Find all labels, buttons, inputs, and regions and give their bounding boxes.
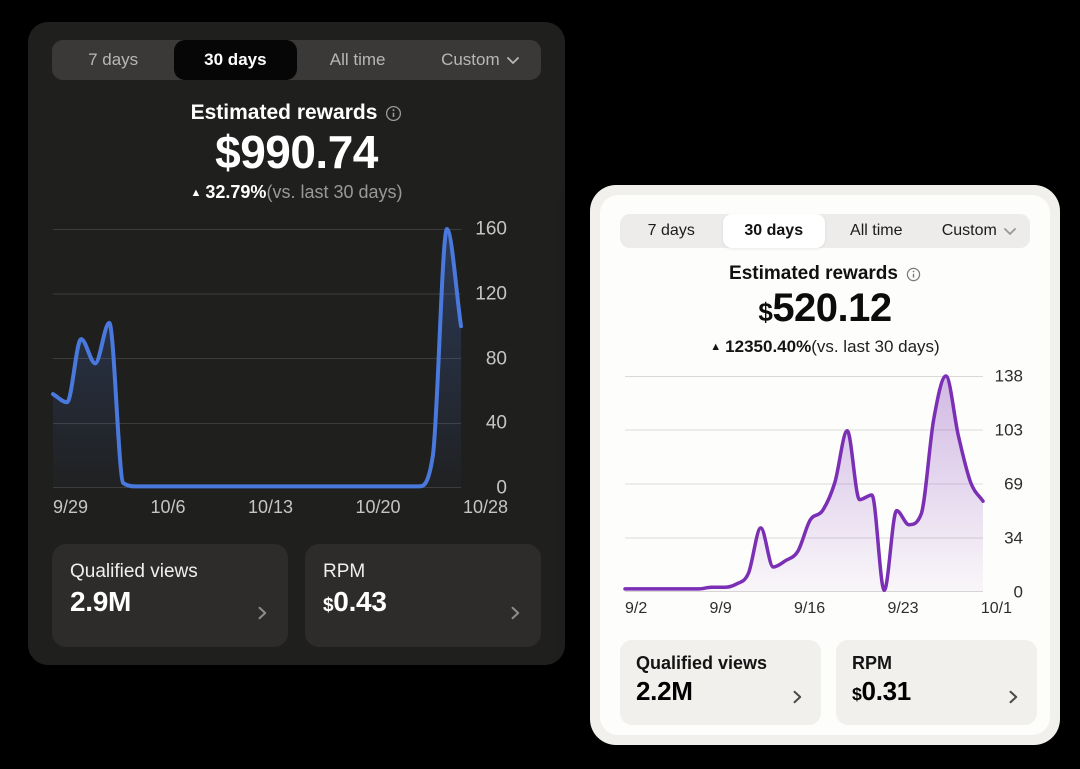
x-tick-label: 9/16 [794, 600, 826, 617]
estimated-rewards-amount: $520.12 [600, 286, 1050, 334]
x-tick-label: 9/2 [625, 600, 648, 617]
chevron-down-icon [506, 56, 519, 64]
tab-7-days[interactable]: 7 days [88, 50, 139, 69]
delta-up-icon: ▲ [190, 187, 202, 199]
chart-plot-area [51, 227, 463, 489]
y-tick-label: 120 [475, 283, 507, 305]
x-tick-label: 9/29 [53, 497, 89, 517]
tab-30-days[interactable]: 30 days [174, 40, 297, 80]
rpm-card[interactable]: RPM $0.43 [305, 544, 541, 647]
tab-custom-label: Custom [441, 50, 500, 69]
stat-value: 2.9M [70, 586, 132, 617]
info-icon[interactable] [906, 267, 921, 282]
x-axis-labels: 9/2 9/9 9/16 9/23 10/1 [625, 600, 1012, 618]
y-tick-label: 138 [994, 366, 1023, 386]
y-tick-label: 0 [496, 477, 507, 499]
y-tick-label: 103 [994, 420, 1023, 440]
x-axis-labels: 9/29 10/6 10/13 10/20 10/28 [53, 497, 508, 518]
panel-card: 7 days 30 days All time Custom Estimated… [600, 195, 1050, 735]
chevron-right-icon [793, 690, 802, 704]
stat-label: RPM [323, 561, 366, 582]
x-tick-label: 9/9 [709, 600, 732, 617]
estimated-rewards-amount: $990.74 [28, 128, 565, 176]
x-tick-label: 10/6 [150, 497, 186, 517]
time-range-tabs: 7 days 30 days All time Custom [620, 214, 1030, 248]
y-tick-label: 34 [1004, 528, 1023, 548]
tab-custom[interactable]: Custom [928, 214, 1031, 248]
chevron-down-icon [1003, 227, 1016, 235]
delta-row: ▲ 12350.40%(vs. last 30 days) [600, 336, 1050, 358]
chart-plot-area [623, 374, 985, 593]
tab-all-time[interactable]: All time [850, 222, 903, 239]
chevron-right-icon [258, 606, 267, 620]
y-tick-label: 80 [485, 348, 507, 369]
qualified-views-card[interactable]: Qualified views 2.9M [52, 544, 288, 647]
tab-7-days[interactable]: 7 days [647, 222, 695, 239]
info-icon[interactable] [385, 105, 402, 122]
chevron-right-icon [1009, 690, 1018, 704]
panel-title: Estimated rewards [190, 101, 378, 124]
qualified-views-card[interactable]: Qualified views 2.2M [620, 640, 821, 725]
stat-label: RPM [852, 653, 892, 673]
amount-number: 990.74 [240, 126, 378, 178]
y-tick-label: 160 [475, 218, 507, 240]
stat-value: $0.31 [852, 676, 911, 706]
delta-suffix: (vs. last 30 days) [811, 337, 940, 356]
stat-label: Qualified views [70, 561, 198, 582]
stats-row: Qualified views 2.2M RPM $0.31 [620, 640, 1037, 725]
y-axis-labels: 138 103 69 34 0 [983, 368, 1025, 601]
x-tick-label: 10/1 [980, 600, 1012, 617]
x-tick-label: 10/20 [355, 497, 401, 517]
rewards-chart: 160 120 80 40 0 9/29 10/6 10/13 10/20 10/28 [51, 220, 565, 518]
delta-percent: 32.79% [205, 182, 267, 202]
amount-number: 520.12 [772, 286, 892, 330]
rewards-panel-dark: 7 days 30 days All time Custom Estimated… [28, 22, 565, 665]
currency-symbol: $ [215, 126, 241, 178]
delta-up-icon: ▲ [710, 341, 722, 353]
y-tick-label: 0 [1013, 582, 1023, 602]
tab-30-days[interactable]: 30 days [722, 214, 825, 248]
panel-title: Estimated rewards [729, 263, 898, 284]
y-tick-label: 69 [1004, 474, 1023, 494]
stat-value: $0.43 [323, 586, 387, 617]
time-range-tabs: 7 days 30 days All time Custom [52, 40, 541, 80]
delta-suffix: (vs. last 30 days) [266, 182, 403, 202]
delta-row: ▲ 32.79%(vs. last 30 days) [28, 180, 565, 205]
y-tick-label: 40 [485, 412, 507, 434]
x-tick-label: 9/23 [887, 600, 919, 617]
rewards-chart: 138 103 69 34 0 9/2 9/9 9/16 9/23 10/1 [623, 368, 1050, 618]
stat-value: 2.2M [636, 676, 693, 706]
rpm-card[interactable]: RPM $0.31 [836, 640, 1037, 725]
stat-label: Qualified views [636, 653, 768, 673]
currency-symbol: $ [758, 297, 773, 327]
tab-all-time[interactable]: All time [329, 50, 386, 69]
x-tick-label: 10/13 [247, 497, 294, 517]
tab-custom-label: Custom [941, 222, 997, 239]
rewards-panel-light: 7 days 30 days All time Custom Estimated… [590, 185, 1060, 745]
y-axis-labels: 160 120 80 40 0 [461, 220, 515, 498]
tab-custom[interactable]: Custom [419, 40, 541, 80]
chevron-right-icon [511, 606, 520, 620]
stats-row: Qualified views 2.9M RPM $0.43 [52, 544, 541, 647]
delta-percent: 12350.40% [725, 337, 812, 356]
x-tick-label: 10/28 [462, 497, 508, 517]
